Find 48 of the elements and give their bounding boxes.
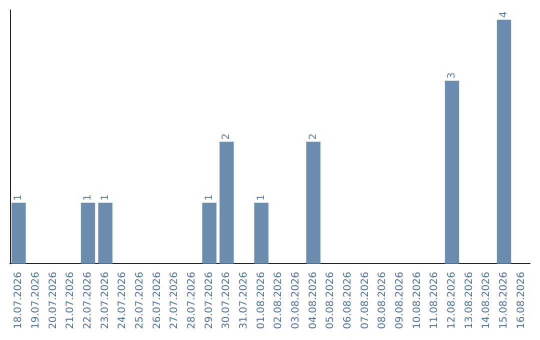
x-tick-label: 11.08.2026 <box>429 272 440 330</box>
x-tick-label: 14.08.2026 <box>481 272 492 330</box>
x-tick-label: 02.08.2026 <box>273 272 284 330</box>
x-tick-label: 26.07.2026 <box>152 272 163 330</box>
x-tick-label: 01.08.2026 <box>256 272 267 330</box>
x-tick-label: 28.07.2026 <box>186 272 198 330</box>
data-label: 4 <box>498 11 510 18</box>
x-tick-label: 23.07.2026 <box>100 272 111 330</box>
x-tick-label: 24.07.2026 <box>117 272 128 330</box>
x-tick-label: 27.07.2026 <box>169 272 180 330</box>
x-tick-label: 30.07.2026 <box>221 272 232 330</box>
x-tick-label: 12.08.2026 <box>446 272 458 330</box>
bar <box>444 80 460 264</box>
bar <box>80 202 96 264</box>
bar <box>220 142 234 264</box>
data-label: 1 <box>82 194 94 201</box>
x-tick-label: 20.07.2026 <box>48 272 59 330</box>
x-tick-label: 16.08.2026 <box>516 272 527 330</box>
x-tick-label: 29.07.2026 <box>204 272 215 330</box>
x-tick-label: 21.07.2026 <box>65 272 76 330</box>
bar <box>12 202 26 264</box>
data-label: 1 <box>204 194 215 201</box>
x-tick-label: 05.08.2026 <box>325 272 336 330</box>
x-tick-label: 31.07.2026 <box>238 272 250 330</box>
x-tick-label: 13.08.2026 <box>464 272 475 330</box>
data-label: 3 <box>446 72 458 79</box>
data-label: 1 <box>256 194 267 201</box>
x-tick-label: 10.08.2026 <box>412 272 423 330</box>
data-label: 1 <box>13 194 24 201</box>
data-label: 1 <box>100 194 111 201</box>
bar <box>306 142 320 264</box>
data-label: 2 <box>221 133 232 140</box>
x-tick-label: 09.08.2026 <box>394 272 406 330</box>
bar <box>202 202 216 264</box>
bar <box>496 20 512 264</box>
x-tick-label: 07.08.2026 <box>360 272 371 330</box>
x-tick-label: 25.07.2026 <box>134 272 146 330</box>
x-tick-label: 04.08.2026 <box>308 272 319 330</box>
x-tick-label: 08.08.2026 <box>377 272 388 330</box>
bar <box>98 202 112 264</box>
data-label: 2 <box>308 133 319 140</box>
x-tick-label: 03.08.2026 <box>290 272 302 330</box>
x-tick-label: 06.08.2026 <box>342 272 354 330</box>
bar <box>254 202 268 264</box>
x-tick-label: 19.07.2026 <box>30 272 42 330</box>
x-tick-label: 22.07.2026 <box>82 272 94 330</box>
x-tick-label: 18.07.2026 <box>13 272 24 330</box>
x-tick-label: 15.08.2026 <box>498 272 510 330</box>
